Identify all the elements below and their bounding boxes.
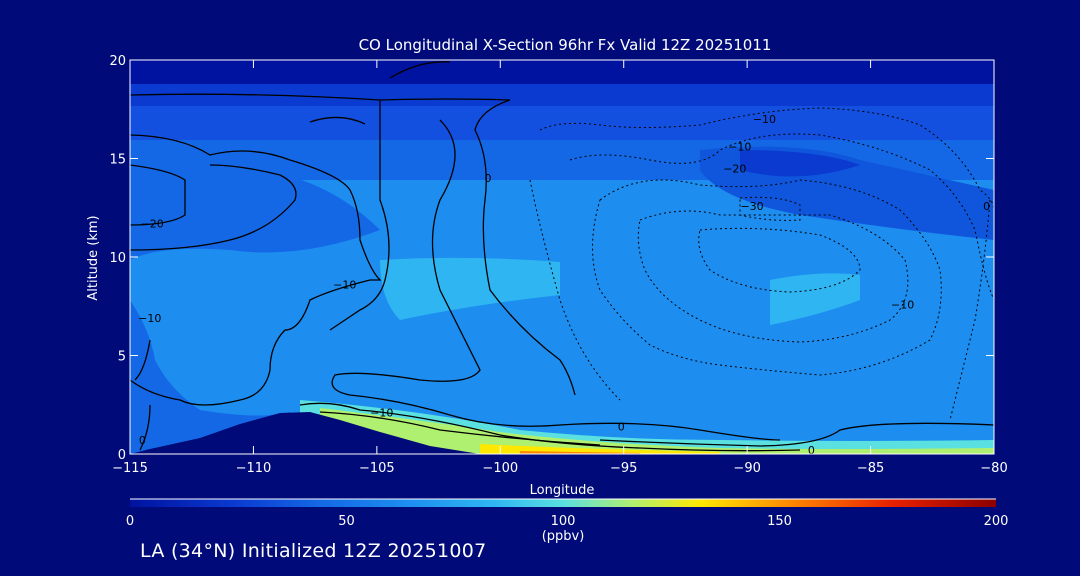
contour-label: −10 — [138, 312, 161, 325]
colorbar-ticks: 0 50 100 150 200 — [126, 514, 1009, 529]
field-min-east — [740, 150, 860, 177]
y-tick-label: 15 — [109, 153, 126, 168]
x-tick-label: −80 — [980, 461, 1007, 476]
contour-label: 0 — [808, 444, 815, 457]
contour-label: −30 — [740, 200, 763, 213]
colorbar-tick-label: 50 — [338, 514, 355, 529]
colorbar — [130, 499, 996, 507]
concentration-field — [130, 60, 994, 454]
y-tick-label: 5 — [118, 350, 126, 365]
y-axis-label: Altitude (km) — [86, 215, 101, 300]
y-axis: 0 5 10 15 20 — [109, 54, 994, 463]
y-tick-label: 0 — [118, 448, 126, 463]
contour-dashed-lines — [529, 107, 994, 421]
field-patch-east — [770, 273, 860, 325]
field-surface-orange — [520, 451, 640, 454]
x-tick-label: −115 — [112, 461, 148, 476]
x-axis-label: Longitude — [530, 483, 595, 498]
contour-label: −10 — [370, 407, 393, 420]
chart-title: CO Longitudinal X-Section 96hr Fx Valid … — [359, 36, 772, 54]
x-tick-label: −110 — [236, 461, 272, 476]
field-low-west — [130, 150, 380, 260]
contour-label: −10 — [891, 298, 914, 311]
colorbar-tick-label: 0 — [126, 514, 134, 529]
x-axis: −115 −110 −105 −100 −95 −90 −85 −80 — [112, 60, 1008, 476]
x-tick-label: −85 — [857, 461, 884, 476]
contour-label: −10 — [753, 113, 776, 126]
x-tick-label: −100 — [482, 461, 518, 476]
contour-label: 0 — [484, 172, 491, 185]
contour-label: 0 — [618, 420, 625, 433]
contour-label: −10 — [333, 279, 356, 292]
x-tick-label: −95 — [610, 461, 637, 476]
contour-label: −10 — [728, 141, 751, 154]
contour-label: 0 — [983, 200, 990, 213]
contour-label: −20 — [141, 218, 164, 231]
field-band-10km — [380, 257, 560, 320]
colorbar-tick-label: 100 — [551, 514, 576, 529]
terrain — [130, 412, 480, 454]
footer-caption: LA (34°N) Initialized 12Z 20251007 — [140, 540, 487, 562]
colorbar-unit-label: (ppbv) — [542, 529, 585, 544]
contour-labels: −10 −10 −20 −30 −10 −10 −20 −10 −10 0 0 0 0 0 — [138, 113, 990, 457]
y-tick-label: 20 — [109, 54, 126, 69]
colorbar-tick-label: 150 — [767, 514, 792, 529]
colorbar-tick-label: 200 — [984, 514, 1009, 529]
field-low-southwest — [130, 300, 300, 454]
field-surface-green — [320, 408, 994, 454]
y-tick-label: 10 — [109, 251, 126, 266]
contour-label: 0 — [139, 434, 146, 447]
field-band-3 — [130, 106, 994, 140]
contour-label: −20 — [723, 162, 746, 175]
x-tick-label: −105 — [359, 461, 395, 476]
x-tick-label: −90 — [733, 461, 760, 476]
field-band-top — [130, 60, 994, 84]
contour-solid-lines — [130, 61, 994, 452]
field-band-2 — [130, 84, 994, 106]
